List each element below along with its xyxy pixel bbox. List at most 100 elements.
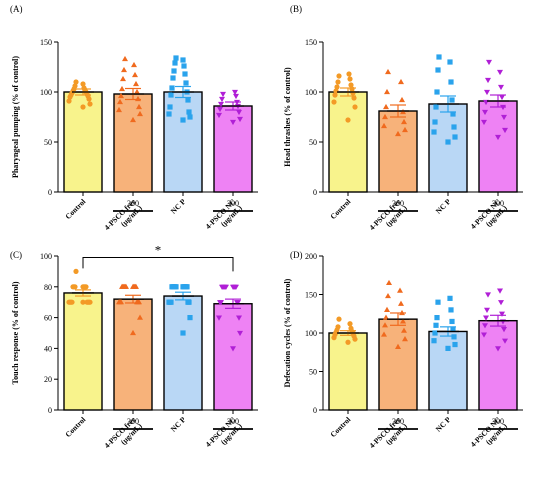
data-point	[451, 334, 457, 340]
data-point	[499, 94, 505, 101]
data-point	[181, 63, 187, 69]
data-point	[187, 315, 193, 321]
data-point	[168, 299, 174, 305]
data-point	[334, 84, 340, 90]
data-point	[498, 84, 504, 91]
bar	[328, 332, 368, 411]
y-axis-label: Head thrashes (% of control)	[283, 67, 292, 167]
data-point	[223, 284, 229, 290]
data-point	[432, 330, 438, 336]
data-point	[482, 323, 488, 329]
data-point	[80, 284, 86, 290]
bar	[213, 303, 253, 411]
data-point	[236, 315, 242, 321]
chart-panel: (C) 0 20 40 60 80 100 Touch response (% of cont…	[10, 243, 258, 450]
y-tick-label: 100	[40, 252, 52, 261]
dose-label: 300	[392, 417, 404, 426]
data-point	[445, 345, 451, 351]
y-tick-label: 100	[305, 329, 317, 338]
data-point	[234, 300, 240, 306]
data-point	[381, 331, 387, 337]
data-point	[187, 114, 193, 120]
data-point	[84, 299, 90, 305]
data-point	[502, 338, 508, 344]
y-tick-label: 0	[48, 406, 52, 415]
data-point	[402, 336, 408, 342]
chart-panel: (B) 0 50 100 150 Head thrashes (% of control)…	[283, 4, 523, 232]
y-tick-label: 200	[305, 252, 317, 261]
y-tick-label: 0	[313, 406, 317, 415]
data-point	[401, 118, 407, 125]
data-point	[398, 300, 404, 306]
dose-label: 300	[127, 199, 139, 208]
data-point	[384, 306, 390, 312]
data-point	[171, 68, 177, 74]
data-point	[498, 300, 504, 306]
data-point	[336, 316, 342, 322]
data-point	[434, 89, 440, 95]
data-point	[382, 322, 388, 328]
dose-label: 300	[492, 199, 504, 208]
category-label: Control	[63, 197, 87, 221]
bar	[163, 295, 203, 411]
data-point	[218, 300, 224, 306]
category-label: NC P	[169, 197, 188, 216]
dose-label: 300	[127, 417, 139, 426]
data-point	[185, 299, 191, 305]
data-point	[485, 292, 491, 298]
data-point	[432, 119, 438, 125]
data-point	[170, 75, 176, 81]
data-point	[399, 96, 405, 103]
data-point	[397, 287, 403, 293]
data-point	[435, 299, 441, 305]
data-point	[172, 60, 178, 66]
data-point	[216, 112, 222, 119]
data-point	[186, 109, 192, 115]
data-point	[230, 119, 236, 126]
data-point	[352, 104, 358, 110]
data-point	[386, 279, 392, 286]
data-point	[383, 314, 389, 320]
data-point	[485, 77, 491, 84]
data-point	[481, 119, 487, 126]
y-tick-label: 150	[305, 291, 317, 300]
data-point	[169, 85, 175, 91]
data-point	[481, 332, 487, 338]
category-label: NC P	[434, 197, 453, 216]
data-point	[72, 83, 78, 89]
data-point	[230, 284, 236, 290]
category-label-line: NC P	[169, 197, 188, 216]
data-point	[497, 288, 503, 294]
data-point	[173, 55, 179, 61]
panel-label: (A)	[10, 4, 23, 14]
data-point	[69, 299, 75, 305]
category-label-line: Control	[63, 415, 87, 439]
data-point	[383, 103, 389, 110]
data-point	[236, 109, 242, 116]
data-point	[452, 341, 458, 348]
data-point	[168, 92, 174, 98]
bar	[428, 103, 468, 193]
data-point	[345, 117, 351, 123]
data-point	[502, 127, 508, 134]
significance-marker: *	[155, 243, 162, 258]
data-point	[183, 80, 189, 86]
data-point	[118, 299, 124, 305]
data-point	[433, 104, 439, 110]
y-tick-label: 50	[309, 368, 317, 377]
category-label: NC P	[169, 415, 188, 434]
panel-label: (B)	[290, 4, 302, 14]
bar	[478, 100, 518, 193]
data-point	[136, 103, 142, 110]
data-point	[447, 295, 453, 301]
category-label-line: NC P	[434, 197, 453, 216]
data-point	[133, 80, 139, 87]
y-tick-label: 60	[44, 314, 52, 323]
data-point	[448, 307, 454, 313]
data-point	[132, 71, 138, 78]
y-tick-label: 0	[48, 188, 52, 197]
data-point	[449, 97, 455, 103]
data-point	[347, 76, 353, 82]
data-point	[451, 124, 457, 130]
data-point	[122, 55, 128, 62]
